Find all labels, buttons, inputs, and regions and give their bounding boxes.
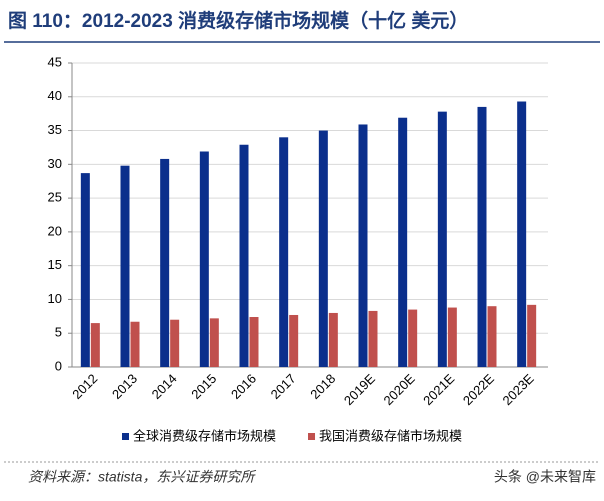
y-tick-label: 45: [48, 54, 62, 69]
source-note: 资料来源：statista，东兴证券研究所: [28, 469, 256, 485]
y-tick-label: 20: [48, 223, 62, 238]
chart-title: 图 110：2012-2023 消费级存储市场规模（十亿 美元）: [8, 9, 468, 32]
x-tick-label: 2012: [69, 371, 100, 402]
x-tick-label: 2017: [268, 371, 299, 402]
x-tick-label: 2013: [109, 371, 140, 402]
bar: [437, 111, 447, 367]
legend-swatch: [122, 433, 129, 440]
x-tick-label: 2020E: [381, 371, 418, 408]
bar: [318, 130, 328, 367]
y-tick-label: 10: [48, 291, 62, 306]
bar: [199, 151, 209, 367]
bar: [289, 314, 299, 367]
y-tick-label: 40: [48, 88, 62, 103]
x-tick-label: 2014: [149, 371, 180, 402]
bar: [447, 307, 457, 367]
bar: [249, 317, 259, 367]
bar: [120, 165, 130, 367]
bar: [170, 319, 180, 367]
legend-label: 全球消费级存储市场规模: [133, 428, 276, 443]
x-tick-label: 2023E: [500, 371, 537, 408]
bar: [398, 117, 408, 367]
legend-swatch: [308, 433, 316, 440]
bar: [130, 321, 140, 367]
x-tick-label: 2022E: [460, 371, 497, 408]
bar: [90, 323, 100, 367]
bar: [80, 173, 90, 367]
y-tick-label: 30: [48, 156, 62, 171]
bar: [328, 312, 338, 367]
legend-label: 我国消费级存储市场规模: [319, 428, 462, 443]
bar: [358, 124, 368, 367]
x-tick-label: 2016: [228, 371, 259, 402]
watermark: 头条 @未来智库: [494, 469, 596, 485]
x-tick-label: 2019E: [341, 371, 378, 408]
y-tick-label: 25: [48, 190, 62, 205]
bar: [160, 158, 170, 367]
y-tick-label: 5: [55, 325, 62, 340]
x-tick-label: 2021E: [420, 371, 457, 408]
bar: [477, 106, 487, 368]
x-tick-label: 2015: [188, 371, 219, 402]
bar: [408, 309, 418, 367]
x-tick-label: 2018: [307, 371, 338, 402]
bar: [487, 306, 497, 367]
bar: [279, 137, 289, 367]
y-tick-label: 0: [55, 358, 62, 373]
bar: [368, 310, 378, 367]
bar: [527, 304, 537, 367]
bar: [239, 144, 249, 367]
bar: [209, 318, 219, 367]
y-tick-label: 35: [48, 122, 62, 137]
y-tick-label: 15: [48, 257, 62, 272]
bar: [517, 101, 527, 368]
